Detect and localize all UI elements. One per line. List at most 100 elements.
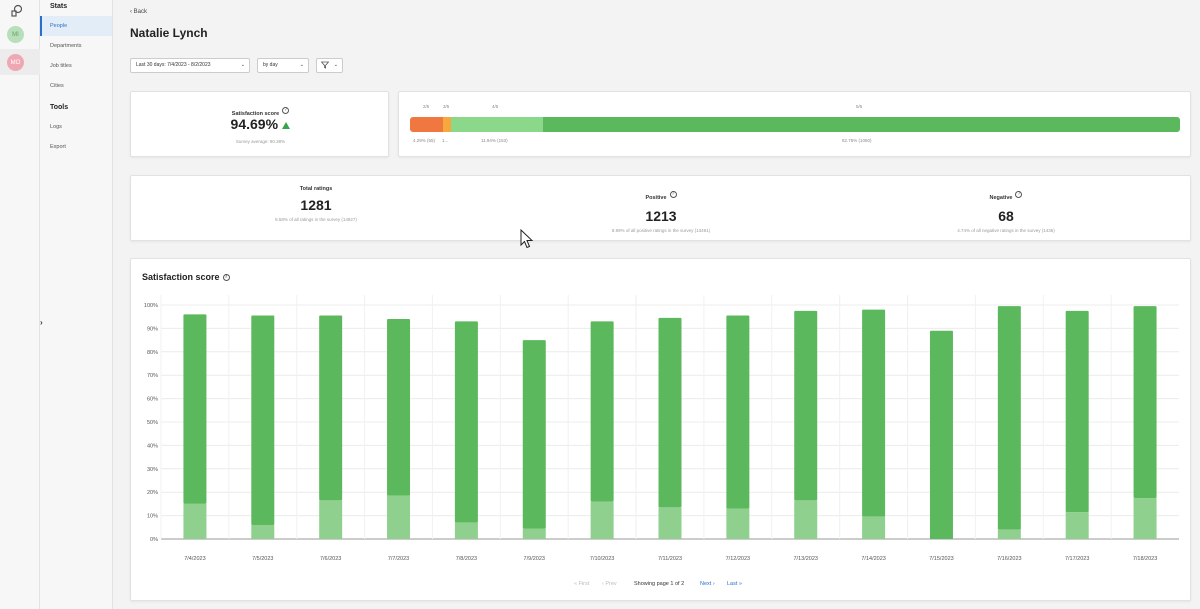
bar-lower[interactable] [251, 524, 275, 539]
help-icon[interactable]: ? [1015, 191, 1023, 199]
bar-lower[interactable] [862, 516, 886, 539]
bar-lower[interactable] [1065, 512, 1089, 539]
bar-lower[interactable] [794, 500, 818, 539]
distribution-card: 2/5 3/5 4/5 5/5 4.29% (55) 1... 11.94% (… [398, 91, 1191, 157]
bar-upper[interactable] [658, 317, 682, 508]
bar-upper[interactable] [862, 309, 886, 517]
bar-upper[interactable] [1065, 310, 1089, 513]
bar-lower[interactable] [183, 503, 207, 539]
collapse-sidebar-icon[interactable]: › [40, 318, 43, 327]
x-tick-label: 7/4/2023 [184, 556, 205, 562]
bar-lower[interactable] [319, 500, 343, 539]
bar-upper[interactable] [1133, 306, 1157, 499]
total-ratings-block: Total ratings 1281 8.58% of all ratings … [181, 186, 451, 222]
sidebar-item-job-titles[interactable]: Job titles [50, 63, 72, 69]
survey-average: Survey average: 90.38% [235, 139, 286, 144]
avatar[interactable]: MI [7, 26, 24, 43]
total-ratings-value: 1281 [300, 197, 332, 213]
distribution-segment [443, 117, 451, 132]
x-tick-label: 7/5/2023 [252, 556, 273, 562]
y-tick-label: 60% [147, 397, 158, 403]
bar-upper[interactable] [590, 321, 614, 502]
bar-upper[interactable] [183, 314, 207, 504]
bar-upper[interactable] [794, 310, 818, 501]
help-icon[interactable]: ? [222, 274, 230, 282]
segment-bottom-label: 11.94% (153) [481, 138, 508, 143]
x-tick-label: 7/15/2023 [929, 556, 953, 562]
pager-next[interactable]: Next › [700, 581, 715, 587]
app-logo-icon[interactable] [10, 4, 24, 18]
bar-upper[interactable] [929, 330, 953, 539]
chevron-left-icon: ‹ [130, 9, 134, 15]
bar-lower[interactable] [454, 522, 478, 539]
group-by-select[interactable]: by day ⌄ [257, 58, 309, 73]
help-icon[interactable]: ? [282, 107, 290, 115]
bar-lower[interactable] [1133, 498, 1157, 539]
help-icon[interactable]: ? [669, 191, 677, 199]
sidebar-item-export[interactable]: Export [50, 144, 66, 150]
satisfaction-card: Satisfaction score? 94.69% Survey averag… [130, 91, 389, 157]
avatar[interactable]: MO [7, 54, 24, 71]
bar-upper[interactable] [454, 321, 478, 523]
bar-upper[interactable] [319, 315, 343, 501]
negative-block: Negative? 68 4.74% of all negative ratin… [871, 186, 1141, 233]
app-rail: MI MO [0, 0, 40, 609]
negative-value: 68 [998, 208, 1014, 224]
nav-section-tools: Tools [50, 104, 69, 111]
x-tick-label: 7/9/2023 [524, 556, 545, 562]
positive-value: 1213 [645, 208, 677, 224]
x-tick-label: 7/11/2023 [658, 556, 682, 562]
filter-button[interactable]: ⌄ [316, 58, 343, 73]
sidebar-item-departments[interactable]: Departments [50, 43, 82, 49]
trend-up-icon [282, 122, 291, 129]
segment-bottom-label: 4.29% (55) [413, 138, 436, 143]
bar-lower[interactable] [726, 508, 750, 539]
positive-block: Positive? 1213 8.99% of all positive rat… [526, 186, 796, 233]
x-tick-label: 7/6/2023 [320, 556, 341, 562]
x-tick-label: 7/17/2023 [1065, 556, 1089, 562]
pager-prev[interactable]: ‹ Prev [602, 581, 617, 587]
pager-first[interactable]: « First [574, 581, 590, 587]
date-range-select[interactable]: Last 30 days: 7/4/2023 - 8/2/2023 ⌄ [130, 58, 250, 73]
bar-upper[interactable] [251, 315, 275, 525]
y-tick-label: 50% [147, 420, 158, 426]
segment-top-label: 5/5 [856, 104, 863, 109]
bar-upper[interactable] [387, 319, 411, 496]
bar-lower[interactable] [522, 528, 546, 539]
bar-upper[interactable] [522, 340, 546, 529]
satisfaction-label: Satisfaction score [231, 111, 280, 117]
positive-label: Positive [645, 195, 667, 201]
sidebar-item-logs[interactable]: Logs [50, 124, 62, 130]
x-tick-label: 7/18/2023 [1133, 556, 1157, 562]
y-tick-label: 10% [147, 514, 158, 520]
x-tick-label: 7/7/2023 [388, 556, 409, 562]
distribution-segment [410, 117, 444, 132]
pager-last[interactable]: Last » [727, 581, 742, 587]
sidebar-item-cities[interactable]: Cities [50, 83, 64, 89]
segment-bottom-label: 1... [442, 138, 449, 143]
back-label: Back [133, 9, 148, 15]
chevron-down-icon: ⌄ [333, 62, 338, 68]
page-title: Natalie Lynch [130, 26, 208, 40]
y-tick-label: 20% [147, 490, 158, 496]
satisfaction-chart-card: Satisfaction score? 100% 90% 80% 70% 60% 50% 4… [130, 258, 1191, 601]
rating-distribution-bar [410, 117, 1180, 132]
sidebar-item-people[interactable]: People [40, 16, 112, 36]
back-link[interactable]: ‹ Back [130, 9, 147, 15]
x-tick-label: 7/10/2023 [590, 556, 614, 562]
chevron-down-icon: ⌄ [299, 62, 304, 68]
bar-upper[interactable] [997, 306, 1021, 530]
group-by-value: by day [263, 62, 278, 68]
bar-lower[interactable] [387, 495, 411, 539]
x-tick-label: 7/14/2023 [861, 556, 885, 562]
satisfaction-value: 94.69% [230, 116, 279, 132]
bar-lower[interactable] [658, 507, 682, 539]
bar-upper[interactable] [726, 315, 750, 509]
x-tick-label: 7/16/2023 [997, 556, 1021, 562]
segment-top-label: 2/5 [423, 104, 430, 109]
y-tick-label: 100% [144, 303, 158, 309]
y-tick-label: 90% [147, 326, 158, 332]
bar-lower[interactable] [997, 529, 1021, 539]
bar-lower[interactable] [590, 501, 614, 539]
segment-bottom-label: 82.75% (1060) [842, 138, 872, 143]
